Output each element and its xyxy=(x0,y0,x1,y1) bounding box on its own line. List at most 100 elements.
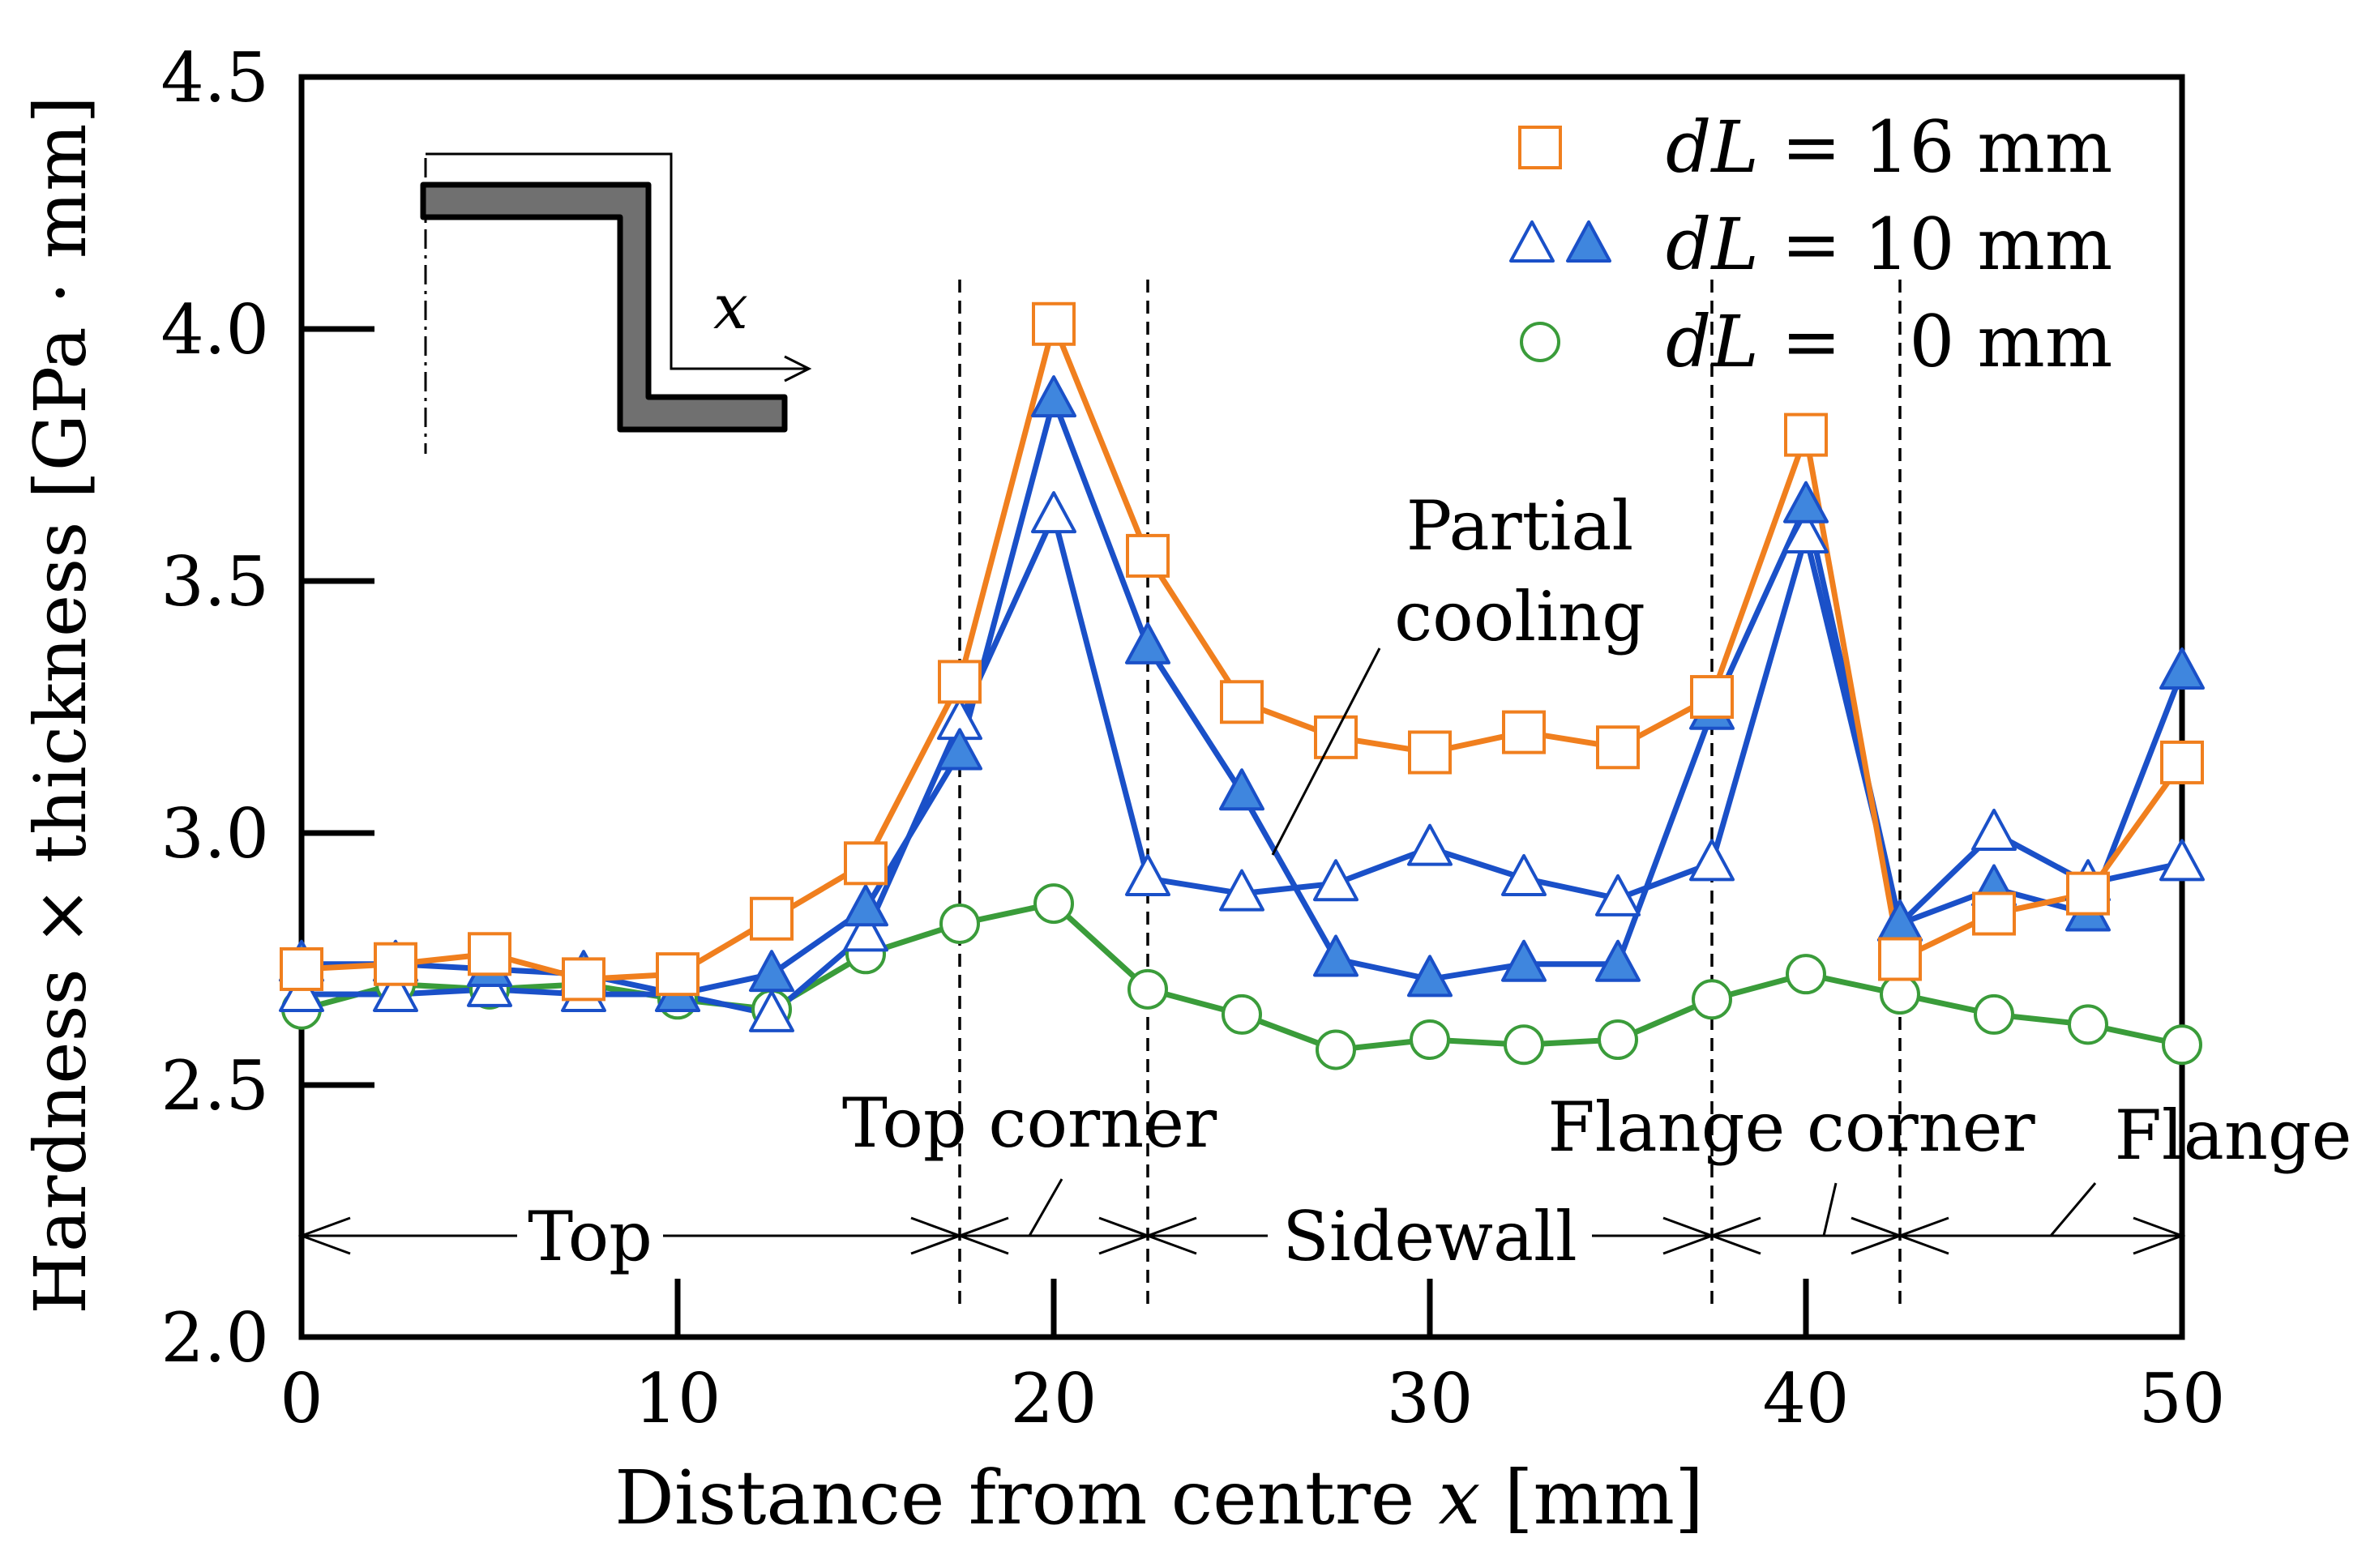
series-2-point-7 xyxy=(937,728,982,771)
legend-label-0-rest: = 16 mm xyxy=(1759,105,2113,189)
legend-label-2-rest: = 0 mm xyxy=(1759,300,2112,383)
series-0-point-8 xyxy=(1032,301,1076,346)
series-3-point-11 xyxy=(1316,1029,1356,1070)
series-0-point-11 xyxy=(1314,715,1358,759)
series-1-point-12 xyxy=(1407,823,1453,866)
region-4-label: Flange xyxy=(2115,1096,2352,1175)
region-1-label: Top corner xyxy=(842,1083,1217,1163)
series-0-point-3 xyxy=(562,957,605,1002)
inset-axis-label: x xyxy=(713,271,748,343)
x-tick-label-3: 30 xyxy=(1387,1359,1474,1438)
region-3-leader xyxy=(1822,1182,1838,1237)
series-3-point-9 xyxy=(1127,968,1168,1010)
series-2-point-16 xyxy=(1783,481,1829,523)
region-4-arrow-right xyxy=(2133,1216,2186,1255)
series-2-point-6 xyxy=(843,884,888,927)
series-0-point-14 xyxy=(1596,725,1640,770)
series-3-point-15 xyxy=(1692,979,1732,1020)
series-1-point-9 xyxy=(1125,853,1170,896)
region-0-arrow-left xyxy=(297,1216,351,1255)
legend-label-1-rest: = 10 mm xyxy=(1759,203,2113,286)
legend-marker-0 xyxy=(1518,126,1562,169)
y-tick-label-1: 2.5 xyxy=(160,1046,269,1126)
region-4-arrow-left xyxy=(1896,1216,1949,1255)
series-3-point-19 xyxy=(2068,1004,2108,1045)
annotation-leader xyxy=(1271,647,1381,856)
series-3-point-7 xyxy=(939,903,980,944)
legend-marker-2 xyxy=(1520,322,1560,362)
series-0-point-12 xyxy=(1408,730,1452,775)
series-1-point-20 xyxy=(2159,839,2205,882)
series-2-point-5 xyxy=(749,950,794,993)
series-1-point-10 xyxy=(1219,869,1264,912)
series-3-point-17 xyxy=(1880,974,1920,1015)
x-tick-label-4: 40 xyxy=(1763,1359,1850,1438)
region-3-arrow-left xyxy=(1708,1216,1761,1255)
series-1-point-11 xyxy=(1313,859,1359,902)
series-2-point-10 xyxy=(1219,768,1264,811)
region-boundary-lines xyxy=(958,280,1902,1309)
series-2-point-20 xyxy=(2159,647,2205,690)
series-0-point-10 xyxy=(1220,680,1264,724)
region-2-label: Sidewall xyxy=(1282,1197,1577,1276)
series-0-point-5 xyxy=(750,896,794,941)
axis-ticks xyxy=(302,326,1809,1337)
region-1-arrow-left xyxy=(956,1216,1009,1255)
series-0-point-0 xyxy=(280,946,323,991)
legend-label-0: dL = 16 mm xyxy=(1666,105,2112,189)
x-axis-label-var: x xyxy=(1439,1455,1481,1541)
inset-profile-diagram: x xyxy=(420,152,812,454)
series-1-point-8 xyxy=(1031,491,1076,534)
series-0-point-7 xyxy=(938,660,982,704)
series-0-point-15 xyxy=(1690,675,1734,720)
series-2-point-12 xyxy=(1407,955,1453,998)
series-1-point-14 xyxy=(1595,874,1641,916)
series-1-point-15 xyxy=(1689,839,1735,882)
series-3-point-14 xyxy=(1598,1019,1638,1061)
y-tick-label-0: 2.0 xyxy=(160,1298,269,1378)
series-1-point-0 xyxy=(279,970,324,1013)
series-2-point-14 xyxy=(1595,939,1641,982)
region-2-label-bg xyxy=(1268,1199,1592,1272)
x-axis-label-main: Distance from centre xyxy=(614,1455,1438,1541)
inset-section xyxy=(420,182,788,433)
series-1-point-6 xyxy=(843,909,888,952)
series-1-point-1 xyxy=(373,970,418,1013)
plot-frame xyxy=(298,74,2185,1340)
series-0-point-20 xyxy=(2160,740,2204,784)
legend-label-2: dL = 0 mm xyxy=(1666,300,2112,383)
legend-marker-1-filled xyxy=(1566,220,1611,263)
region-2-arrow-left xyxy=(1144,1216,1197,1255)
region-0-label: Top xyxy=(528,1197,653,1276)
series-1-point-13 xyxy=(1501,853,1547,896)
x-tick-label-5: 50 xyxy=(2139,1359,2226,1438)
axis-tick-labels: 0 10 20 30 40 50 2.0 2.5 3.0 3.5 4.0 4.5 xyxy=(160,38,2225,1438)
y-tick-label-5: 4.5 xyxy=(160,38,269,117)
legend-label-0-var: dL xyxy=(1666,105,1759,189)
x-axis-label-unit: [mm] xyxy=(1480,1455,1704,1541)
y-tick-label-2: 3.0 xyxy=(160,794,269,874)
series-0-point-18 xyxy=(1972,891,2016,936)
y-tick-label-4: 4.0 xyxy=(160,290,269,370)
region-arrows: Top Sidewall Top corner Flange corner Flange xyxy=(297,1083,2352,1276)
series-0-point-1 xyxy=(374,942,417,986)
annotation-line2: cooling xyxy=(1394,577,1645,656)
series-1-point-18 xyxy=(1971,809,2017,851)
region-4-leader xyxy=(2049,1182,2097,1237)
series-0-point-6 xyxy=(844,841,888,886)
x-tick-label-2: 20 xyxy=(1011,1359,1098,1438)
series-1-point-16 xyxy=(1783,511,1829,554)
series-3-point-16 xyxy=(1786,954,1826,995)
series-0-point-16 xyxy=(1784,412,1828,457)
series-3-point-18 xyxy=(1974,993,2014,1035)
series-1-point-5 xyxy=(749,989,794,1032)
series-0-point-4 xyxy=(656,952,700,997)
series-0-point-2 xyxy=(468,932,511,976)
series-3-point-13 xyxy=(1504,1024,1544,1066)
series-2-point-9 xyxy=(1125,622,1170,664)
series-2-point-11 xyxy=(1313,934,1359,977)
series-0-point-13 xyxy=(1502,710,1546,754)
x-tick-label-1: 10 xyxy=(635,1359,721,1438)
legend-marker-1-open xyxy=(1509,220,1555,263)
